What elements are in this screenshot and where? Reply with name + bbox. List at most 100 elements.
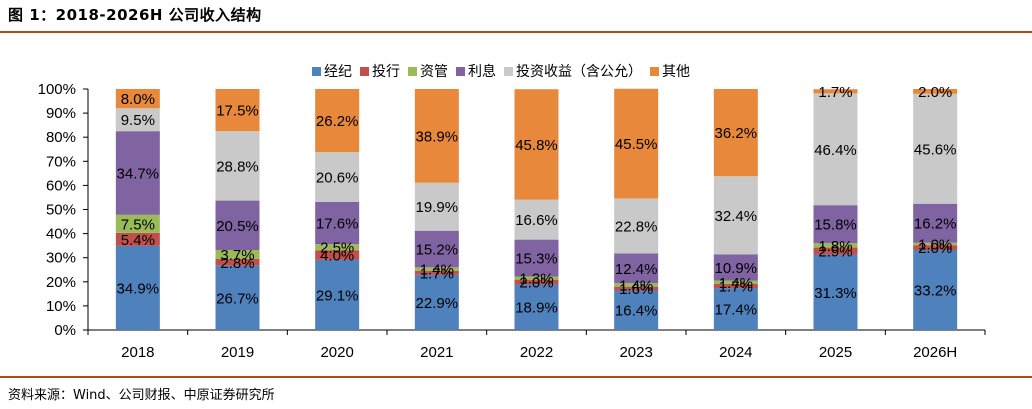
bar-segment bbox=[813, 93, 858, 206]
data-label: 26.7% bbox=[216, 290, 259, 307]
y-tick-label: 40% bbox=[46, 226, 76, 243]
bar-segment bbox=[414, 270, 459, 275]
data-label: 33.2% bbox=[914, 282, 957, 299]
legend-label: 利息 bbox=[468, 63, 496, 79]
data-label: 22.8% bbox=[615, 218, 658, 235]
data-label: 4.0% bbox=[320, 248, 354, 265]
bar-segment bbox=[215, 131, 260, 201]
bar-segment bbox=[315, 201, 360, 245]
y-tick-label: 50% bbox=[46, 202, 76, 219]
bar-segment bbox=[115, 89, 160, 109]
bar-segment bbox=[713, 89, 758, 177]
bar-segment bbox=[115, 232, 160, 246]
data-label: 9.5% bbox=[121, 112, 155, 129]
bar-segment bbox=[813, 89, 858, 94]
x-tick-label: 2025 bbox=[819, 344, 852, 361]
data-label: 15.2% bbox=[416, 242, 459, 259]
data-label: 16.6% bbox=[515, 212, 558, 229]
legend-label: 投资收益（含公允） bbox=[516, 63, 642, 79]
legend-swatch bbox=[312, 67, 321, 76]
bar-segment bbox=[215, 265, 260, 330]
data-label: 32.4% bbox=[715, 208, 758, 225]
x-tick-label: 2021 bbox=[420, 344, 453, 361]
data-label: 5.4% bbox=[121, 232, 155, 249]
bar-segment bbox=[315, 259, 360, 330]
data-label: 20.5% bbox=[216, 218, 259, 235]
bar-segment bbox=[414, 230, 459, 268]
data-label: 16.4% bbox=[615, 303, 658, 320]
bar-segment bbox=[614, 290, 659, 330]
data-label: 3.7% bbox=[220, 247, 254, 264]
bar-segment bbox=[315, 152, 360, 202]
y-tick-label: 60% bbox=[46, 177, 76, 194]
data-label: 8.0% bbox=[121, 91, 155, 108]
bar-segment bbox=[514, 89, 559, 200]
bar-segment bbox=[913, 203, 958, 243]
data-label: 1.4% bbox=[420, 262, 454, 279]
bar-segment bbox=[713, 280, 758, 284]
bar-segment bbox=[414, 274, 459, 330]
y-tick-label: 30% bbox=[46, 250, 76, 267]
bar-segment bbox=[115, 108, 160, 132]
data-label: 1.3% bbox=[519, 271, 553, 288]
data-label: 20.6% bbox=[316, 169, 359, 186]
top-rule bbox=[0, 31, 1032, 33]
bar-segment bbox=[115, 245, 160, 330]
data-label: 2.0% bbox=[918, 240, 952, 257]
bar-segment bbox=[215, 89, 260, 132]
data-label: 1.7% bbox=[420, 265, 454, 282]
legend-label: 资管 bbox=[420, 63, 448, 79]
bar-segment bbox=[414, 182, 459, 231]
bar-segment bbox=[614, 283, 659, 287]
data-label: 1.0% bbox=[918, 236, 952, 253]
y-tick-label: 10% bbox=[46, 298, 76, 315]
bar-segment bbox=[813, 243, 858, 248]
data-label: 2.5% bbox=[320, 240, 354, 257]
chart-axes: 0% 10% 20% 30% 40% 50% 60% 70% 80% 90% 100% 2018 201… bbox=[38, 81, 986, 361]
bar-segment bbox=[115, 131, 160, 215]
data-label: 1.6% bbox=[619, 281, 653, 298]
bar-segment bbox=[813, 247, 858, 255]
legend-swatch bbox=[360, 67, 369, 76]
bar-segment bbox=[215, 249, 260, 259]
data-label: 1.4% bbox=[719, 275, 753, 292]
bar-segment bbox=[813, 254, 858, 330]
data-label: 10.9% bbox=[715, 260, 758, 277]
data-label: 16.2% bbox=[914, 216, 957, 233]
data-label: 45.8% bbox=[515, 137, 558, 154]
data-label: 7.5% bbox=[121, 216, 155, 233]
x-tick-label: 2023 bbox=[619, 344, 652, 361]
data-label: 17.4% bbox=[715, 302, 758, 319]
y-tick-label: 90% bbox=[46, 105, 76, 122]
legend-label: 其他 bbox=[662, 63, 690, 79]
bar-segment bbox=[713, 254, 758, 281]
legend-swatch bbox=[504, 67, 513, 76]
x-tick-label: 2024 bbox=[719, 344, 752, 361]
data-label: 17.6% bbox=[316, 215, 359, 232]
data-label: 1.7% bbox=[818, 84, 852, 101]
x-tick-label: 2018 bbox=[121, 344, 154, 361]
y-tick-label: 80% bbox=[46, 129, 76, 146]
data-label: 18.9% bbox=[515, 300, 558, 317]
bar-segment bbox=[315, 89, 360, 153]
data-label: 2.9% bbox=[818, 244, 852, 261]
x-tick-label: 2019 bbox=[221, 344, 254, 361]
figure-title: 图 1：2018-2026H 公司收入结构 bbox=[8, 6, 262, 24]
data-label: 1.7% bbox=[719, 279, 753, 296]
bar-segment bbox=[614, 286, 659, 291]
bar-segment bbox=[414, 267, 459, 271]
data-label: 45.6% bbox=[914, 141, 957, 158]
legend-swatch bbox=[408, 67, 417, 76]
data-label: 38.9% bbox=[416, 128, 459, 145]
bar-segment bbox=[315, 250, 360, 260]
bar-segment bbox=[913, 242, 958, 246]
data-label: 1.4% bbox=[619, 277, 653, 294]
y-tick-label: 20% bbox=[46, 274, 76, 291]
data-label: 34.9% bbox=[117, 280, 160, 297]
bar-segment bbox=[713, 288, 758, 330]
y-tick-label: 70% bbox=[46, 153, 76, 170]
data-label: 46.4% bbox=[814, 142, 857, 159]
legend-swatch bbox=[650, 67, 659, 76]
bar-segment bbox=[713, 176, 758, 255]
data-label: 36.2% bbox=[715, 125, 758, 142]
